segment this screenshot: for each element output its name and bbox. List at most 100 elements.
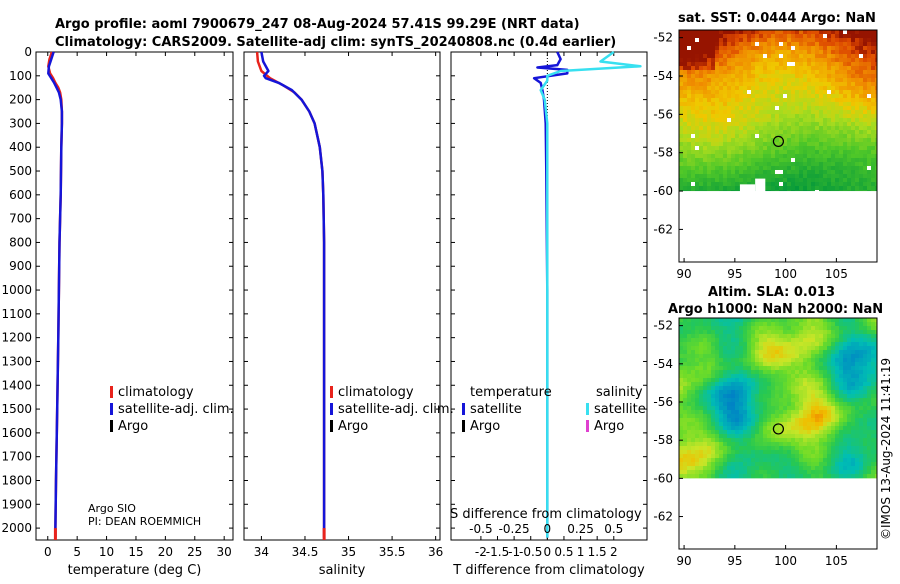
map-cell xyxy=(835,414,839,418)
map-cell xyxy=(719,466,723,470)
map-cell xyxy=(723,182,727,186)
map-cell xyxy=(843,426,847,430)
map-cell xyxy=(747,74,751,78)
map-cell xyxy=(783,30,787,34)
map-cell xyxy=(795,430,799,434)
map-cell xyxy=(763,38,767,42)
map-cell xyxy=(819,38,823,42)
map-cell xyxy=(839,394,843,398)
map-cell xyxy=(727,138,731,142)
map-cell xyxy=(719,102,723,106)
map-cell xyxy=(787,34,791,38)
map-cell xyxy=(803,142,807,146)
map-cell xyxy=(731,74,735,78)
map-cell xyxy=(755,66,759,70)
map-cell xyxy=(811,138,815,142)
map-cell xyxy=(759,130,763,134)
map-cell xyxy=(871,118,875,122)
map-cell xyxy=(719,138,723,142)
map-cell xyxy=(807,458,811,462)
map-cell xyxy=(707,30,711,34)
map-cell xyxy=(867,186,871,190)
map-cell xyxy=(791,154,795,158)
map-cell xyxy=(823,346,827,350)
map-cell xyxy=(703,382,707,386)
map-cell xyxy=(751,346,755,350)
map-cell xyxy=(787,62,791,66)
map-cell xyxy=(715,46,719,50)
map-cell xyxy=(807,74,811,78)
map-cell xyxy=(815,166,819,170)
map-cell xyxy=(747,138,751,142)
map-cell xyxy=(683,438,687,442)
map-cell xyxy=(707,466,711,470)
map-cell xyxy=(819,434,823,438)
map-cell xyxy=(711,430,715,434)
map-cell xyxy=(839,442,843,446)
map-cell xyxy=(747,322,751,326)
map-cell xyxy=(847,34,851,38)
map-cell xyxy=(707,422,711,426)
map-cell xyxy=(679,166,683,170)
map-cell xyxy=(827,394,831,398)
map-cell xyxy=(731,186,735,190)
map-cell xyxy=(683,394,687,398)
map-cell xyxy=(751,414,755,418)
map-cell xyxy=(683,378,687,382)
map-cell xyxy=(711,186,715,190)
map-cell xyxy=(811,46,815,50)
map-cell xyxy=(699,130,703,134)
map-cell xyxy=(775,410,779,414)
map-cell xyxy=(767,38,771,42)
map-cell xyxy=(691,86,695,90)
map-cell xyxy=(867,98,871,102)
map-cell xyxy=(847,346,851,350)
map-cell xyxy=(807,362,811,366)
map-cell xyxy=(755,414,759,418)
map-cell xyxy=(835,130,839,134)
map-cell xyxy=(707,34,711,38)
map-cell xyxy=(867,178,871,182)
map-cell xyxy=(855,166,859,170)
map-cell xyxy=(823,134,827,138)
map-cell xyxy=(763,414,767,418)
map-cell xyxy=(707,326,711,330)
map-cell xyxy=(727,38,731,42)
map-cell xyxy=(739,118,743,122)
map-cell xyxy=(795,46,799,50)
map-cell xyxy=(851,142,855,146)
map-cell xyxy=(727,34,731,38)
map-cell xyxy=(679,426,683,430)
map-cell xyxy=(683,138,687,142)
map-cell xyxy=(743,166,747,170)
map-cell xyxy=(811,98,815,102)
map-cell xyxy=(731,366,735,370)
map-cell xyxy=(779,370,783,374)
map-cell xyxy=(807,466,811,470)
map-cell xyxy=(735,110,739,114)
x-tick-label: 105 xyxy=(825,267,848,281)
map-cell xyxy=(823,466,827,470)
map-cell xyxy=(743,114,747,118)
x-tick-label: 2 xyxy=(610,545,618,559)
map-cell xyxy=(867,474,871,478)
map-cell xyxy=(819,430,823,434)
map-cell xyxy=(871,98,875,102)
map-cell xyxy=(759,402,763,406)
map-cell xyxy=(823,354,827,358)
map-cell xyxy=(871,114,875,118)
map-cell xyxy=(763,430,767,434)
map-cell xyxy=(739,162,743,166)
map-cell xyxy=(787,150,791,154)
map-cell xyxy=(715,446,719,450)
map-cell xyxy=(791,138,795,142)
map-cell xyxy=(787,414,791,418)
map-cell xyxy=(699,90,703,94)
map-cell xyxy=(815,114,819,118)
map-cell xyxy=(823,118,827,122)
map-cell xyxy=(763,86,767,90)
map-cell xyxy=(687,122,691,126)
map-cell xyxy=(815,190,819,191)
map-cell xyxy=(747,50,751,54)
map-cell xyxy=(727,46,731,50)
